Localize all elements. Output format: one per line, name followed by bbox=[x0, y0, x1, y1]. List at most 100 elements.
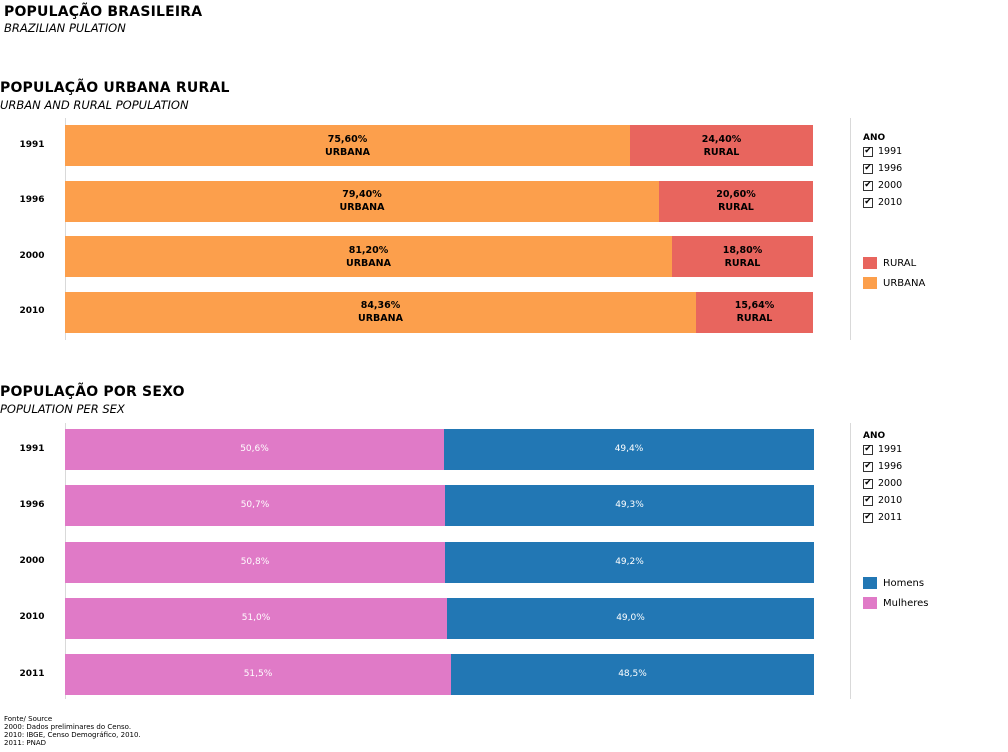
source-line: Fonte/ Source bbox=[4, 715, 53, 723]
bar-value-label: 51,0% bbox=[241, 612, 271, 623]
bar-value-label: 51,5% bbox=[243, 669, 273, 680]
year-filter-2000[interactable]: ✔ 2000 bbox=[863, 180, 902, 191]
bar-series-label: RURAL bbox=[703, 146, 740, 158]
source-line: 2000: Dados preliminares do Censo. bbox=[4, 723, 132, 731]
bar-rural[interactable]: 24,40% RURAL bbox=[630, 125, 813, 166]
checkbox-checked-icon[interactable]: ✔ bbox=[863, 444, 873, 455]
year-filter-1996[interactable]: ✔ 1996 bbox=[863, 461, 902, 472]
bar-series-label: URBANA bbox=[358, 313, 403, 324]
bar-series-label: URBANA bbox=[346, 257, 391, 269]
axis-line bbox=[65, 423, 66, 699]
bar-value-label: 50,8% bbox=[240, 556, 270, 567]
year-filter-2010[interactable]: ✔ 2010 bbox=[863, 495, 902, 506]
bar-value-label: 81,20% bbox=[348, 244, 389, 256]
bar-rural[interactable]: 15,64% RURAL bbox=[696, 291, 813, 333]
bar-urbana[interactable]: 81,20% URBANA bbox=[65, 236, 672, 277]
year-label: 2010 bbox=[19, 306, 45, 316]
bar-series-label: RURAL bbox=[736, 313, 773, 324]
year-filter-label: 1991 bbox=[878, 146, 903, 157]
bar-value-label: 48,5% bbox=[618, 669, 647, 680]
checkbox-checked-icon[interactable]: ✔ bbox=[863, 512, 873, 523]
checkbox-checked-icon[interactable]: ✔ bbox=[863, 495, 873, 506]
year-filter-2010[interactable]: ✔ 2010 bbox=[863, 197, 902, 208]
bar-urbana[interactable]: 84,36% URBANA bbox=[65, 291, 696, 333]
bar-series-label: URBANA bbox=[325, 146, 370, 158]
sex-title: POPULAÇÃO POR SEXO bbox=[0, 384, 185, 400]
legend-item-rural[interactable]: RURAL bbox=[863, 257, 916, 269]
bar-homens[interactable]: 49,3% bbox=[445, 485, 814, 527]
sex-legend-title: ANO bbox=[863, 431, 886, 441]
bar-value-label: 84,36% bbox=[360, 300, 401, 311]
bar-value-label: 49,3% bbox=[615, 500, 644, 511]
bar-value-label: 20,60% bbox=[716, 189, 756, 200]
legend-swatch bbox=[863, 577, 877, 589]
urban-rural-title: POPULAÇÃO URBANA RURAL bbox=[0, 80, 230, 96]
bar-mulheres[interactable]: 50,6% bbox=[65, 429, 444, 470]
bar-homens[interactable]: 48,5% bbox=[451, 654, 814, 696]
year-filter-2011[interactable]: ✔ 2011 bbox=[863, 512, 902, 523]
year-filter-label: 2000 bbox=[878, 478, 903, 489]
bar-rural[interactable]: 20,60% RURAL bbox=[659, 180, 813, 222]
year-label: 2010 bbox=[19, 612, 45, 623]
bar-mulheres[interactable]: 51,5% bbox=[65, 654, 451, 696]
bar-mulheres[interactable]: 50,7% bbox=[65, 485, 445, 527]
bar-urbana[interactable]: 75,60% URBANA bbox=[65, 125, 630, 166]
checkbox-checked-icon[interactable]: ✔ bbox=[863, 461, 873, 472]
source-line: 2011: PNAD bbox=[4, 739, 47, 747]
legend-item-homens[interactable]: Homens bbox=[863, 577, 924, 589]
source-line: 2010: IBGE, Censo Demográfico, 2010. bbox=[4, 731, 141, 739]
legend-divider bbox=[850, 118, 851, 340]
axis-line bbox=[65, 118, 66, 340]
bar-homens[interactable]: 49,0% bbox=[447, 597, 814, 639]
bar-value-label: 18,80% bbox=[722, 244, 763, 256]
bar-value-label: 50,6% bbox=[240, 444, 269, 454]
checkbox-checked-icon[interactable]: ✔ bbox=[863, 478, 873, 489]
bar-value-label: 75,60% bbox=[327, 133, 368, 145]
year-label: 1991 bbox=[19, 443, 45, 454]
year-filter-2000[interactable]: ✔ 2000 bbox=[863, 478, 902, 489]
bar-series-label: URBANA bbox=[339, 202, 385, 213]
checkbox-checked-icon[interactable]: ✔ bbox=[863, 180, 873, 191]
year-filter-1991[interactable]: ✔ 1991 bbox=[863, 146, 902, 157]
year-label: 2011 bbox=[19, 668, 45, 679]
year-filter-label: 2010 bbox=[878, 197, 903, 208]
legend-item-urbana[interactable]: URBANA bbox=[863, 277, 925, 289]
bar-mulheres[interactable]: 51,0% bbox=[65, 597, 447, 639]
legend-label: RURAL bbox=[883, 257, 917, 269]
year-label: 1996 bbox=[19, 499, 45, 510]
bar-rural[interactable]: 18,80% RURAL bbox=[672, 236, 813, 277]
legend-label: URBANA bbox=[883, 277, 926, 289]
urban-rural-subtitle: URBAN AND RURAL POPULATION bbox=[0, 98, 189, 112]
checkbox-checked-icon[interactable]: ✔ bbox=[863, 163, 873, 174]
year-label: 2000 bbox=[19, 250, 45, 261]
year-filter-label: 1996 bbox=[878, 461, 903, 472]
bar-value-label: 50,7% bbox=[240, 500, 270, 511]
year-filter-1996[interactable]: ✔ 1996 bbox=[863, 163, 902, 174]
legend-swatch bbox=[863, 277, 877, 289]
legend-item-mulheres[interactable]: Mulheres bbox=[863, 597, 929, 609]
year-filter-1991[interactable]: ✔ 1991 bbox=[863, 444, 902, 455]
bar-urbana[interactable]: 79,40% URBANA bbox=[65, 180, 659, 222]
year-filter-label: 2000 bbox=[878, 180, 903, 191]
checkbox-checked-icon[interactable]: ✔ bbox=[863, 197, 873, 208]
bar-value-label: 15,64% bbox=[734, 300, 775, 311]
legend-divider bbox=[850, 423, 851, 699]
year-filter-label: 2010 bbox=[878, 495, 903, 506]
bar-homens[interactable]: 49,4% bbox=[444, 429, 814, 470]
page-title: POPULAÇÃO BRASILEIRA bbox=[4, 4, 203, 20]
bar-value-label: 49,0% bbox=[616, 612, 645, 623]
checkbox-checked-icon[interactable]: ✔ bbox=[863, 146, 873, 157]
bar-value-label: 79,40% bbox=[342, 189, 382, 200]
bar-value-label: 24,40% bbox=[701, 133, 742, 145]
bar-homens[interactable]: 49,2% bbox=[445, 541, 814, 583]
year-label: 2000 bbox=[19, 556, 45, 567]
year-filter-label: 1996 bbox=[878, 163, 903, 174]
year-filter-label: 1991 bbox=[878, 444, 903, 455]
year-filter-label: 2011 bbox=[878, 512, 903, 523]
bar-value-label: 49,4% bbox=[614, 444, 644, 454]
bar-mulheres[interactable]: 50,8% bbox=[65, 541, 445, 583]
bar-value-label: 49,2% bbox=[615, 556, 644, 567]
bar-series-label: RURAL bbox=[718, 202, 754, 213]
